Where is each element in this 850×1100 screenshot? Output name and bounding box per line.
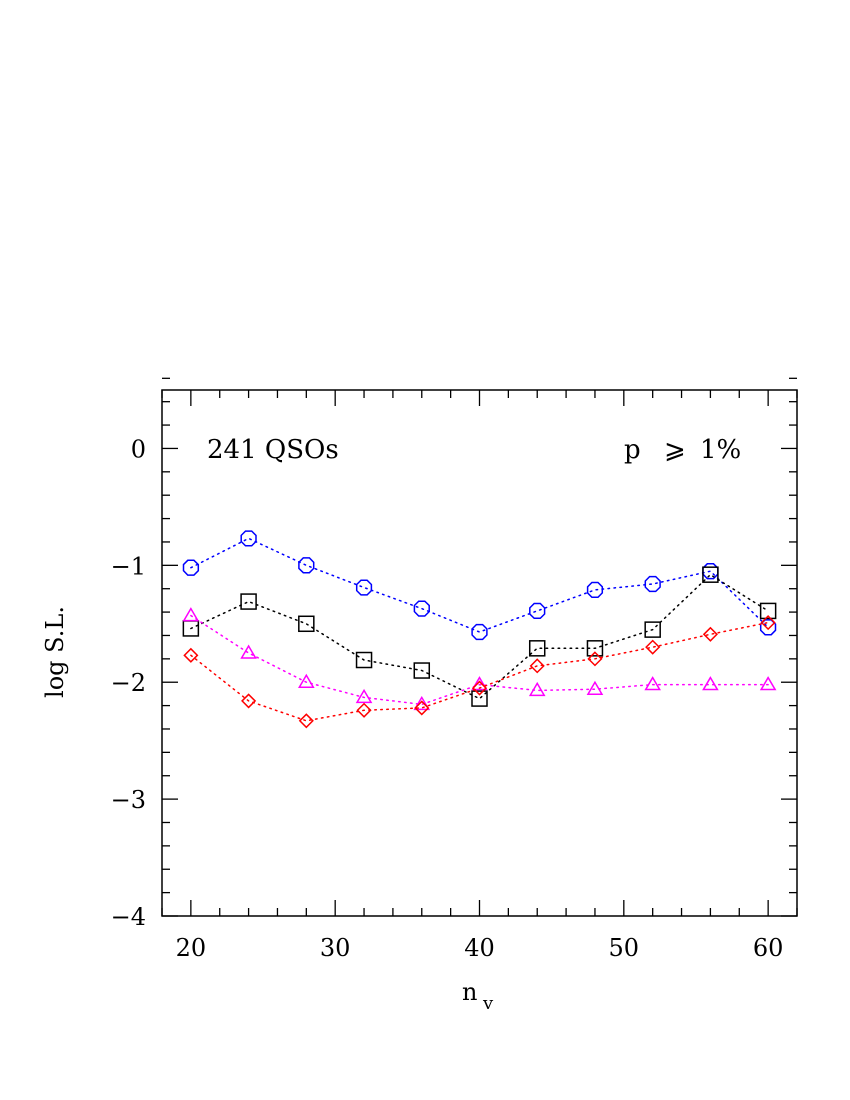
y-tick-label: 0: [131, 435, 146, 463]
data-point-square: [759, 602, 777, 620]
data-point-triangle: [298, 673, 315, 688]
series-line-circle: [190, 537, 769, 633]
data-point-circle: [471, 623, 488, 641]
y-tick-label: −2: [111, 669, 146, 697]
series-triangle: [182, 607, 777, 711]
data-point-triangle: [644, 676, 661, 691]
data-point-circle: [529, 602, 546, 620]
series-circle: [182, 530, 777, 641]
data-point-square: [528, 640, 546, 657]
data-point-circle: [298, 557, 315, 574]
series-line-triangle: [190, 614, 769, 706]
data-point-square: [355, 651, 373, 669]
y-axis-label: log S.L.: [41, 606, 69, 698]
series-line-diamond: [190, 621, 769, 722]
data-point-triangle: [471, 676, 488, 691]
data-point-square: [240, 593, 257, 610]
plot-border: [161, 389, 798, 917]
data-point-circle: [413, 600, 430, 617]
series-line-square: [190, 573, 769, 700]
x-tick-label: 30: [320, 934, 351, 962]
annotation-p-label: p: [624, 435, 641, 465]
data-point-square: [702, 566, 719, 583]
data-point-triangle: [413, 695, 431, 711]
data-point-diamond: [241, 693, 257, 709]
annotation-threshold-value: 1%: [700, 435, 741, 465]
x-tick-label: 50: [609, 934, 640, 962]
data-point-square: [644, 621, 661, 638]
data-point-triangle: [759, 676, 777, 691]
x-tick-labels: 20 30 40 50 60: [176, 934, 784, 962]
data-point-diamond: [645, 639, 661, 655]
x-axis-label: n: [462, 978, 477, 1006]
data-point-triangle: [586, 680, 604, 695]
data-point-triangle: [528, 681, 546, 697]
data-point-square: [413, 662, 431, 679]
data-point-diamond: [414, 700, 430, 716]
data-point-diamond: [529, 658, 545, 674]
y-tick-labels: −4 −3 −2 −1 0: [111, 435, 146, 931]
data-point-triangle: [182, 607, 200, 622]
x-axis-label-subscript: v: [482, 993, 494, 1014]
data-point-circle: [182, 559, 200, 576]
data-point-circle: [586, 581, 604, 599]
data-point-square: [471, 690, 488, 707]
y-tick-label: −1: [111, 552, 146, 580]
data-point-diamond: [702, 626, 718, 642]
x-tick-label: 20: [176, 934, 207, 962]
data-point-diamond: [471, 680, 488, 696]
data-point-circle: [355, 579, 373, 596]
series-diamond: [183, 615, 776, 729]
data-point-diamond: [587, 651, 603, 667]
x-tick-label: 60: [753, 934, 784, 962]
data-point-diamond: [356, 702, 372, 718]
y-tick-label: −4: [111, 903, 146, 931]
data-point-triangle: [702, 676, 719, 691]
annotation-geq-symbol: ⩾: [664, 435, 686, 465]
data-point-triangle: [355, 688, 373, 704]
data-point-circle: [240, 530, 257, 547]
annotation-qso-count: 241 QSOs: [207, 435, 339, 465]
data-point-diamond: [298, 713, 314, 729]
y-tick-label: −3: [111, 786, 146, 814]
plot-frame: [161, 389, 798, 917]
axis-ticks: [161, 377, 798, 917]
x-tick-label: 40: [464, 934, 495, 962]
data-point-square: [298, 615, 315, 633]
data-point-diamond: [760, 615, 776, 631]
data-point-triangle: [240, 644, 257, 659]
series-square: [182, 566, 777, 707]
data-point-diamond: [183, 647, 199, 663]
data-series: [182, 530, 777, 729]
data-point-circle: [644, 575, 661, 593]
data-point-square: [586, 640, 604, 657]
